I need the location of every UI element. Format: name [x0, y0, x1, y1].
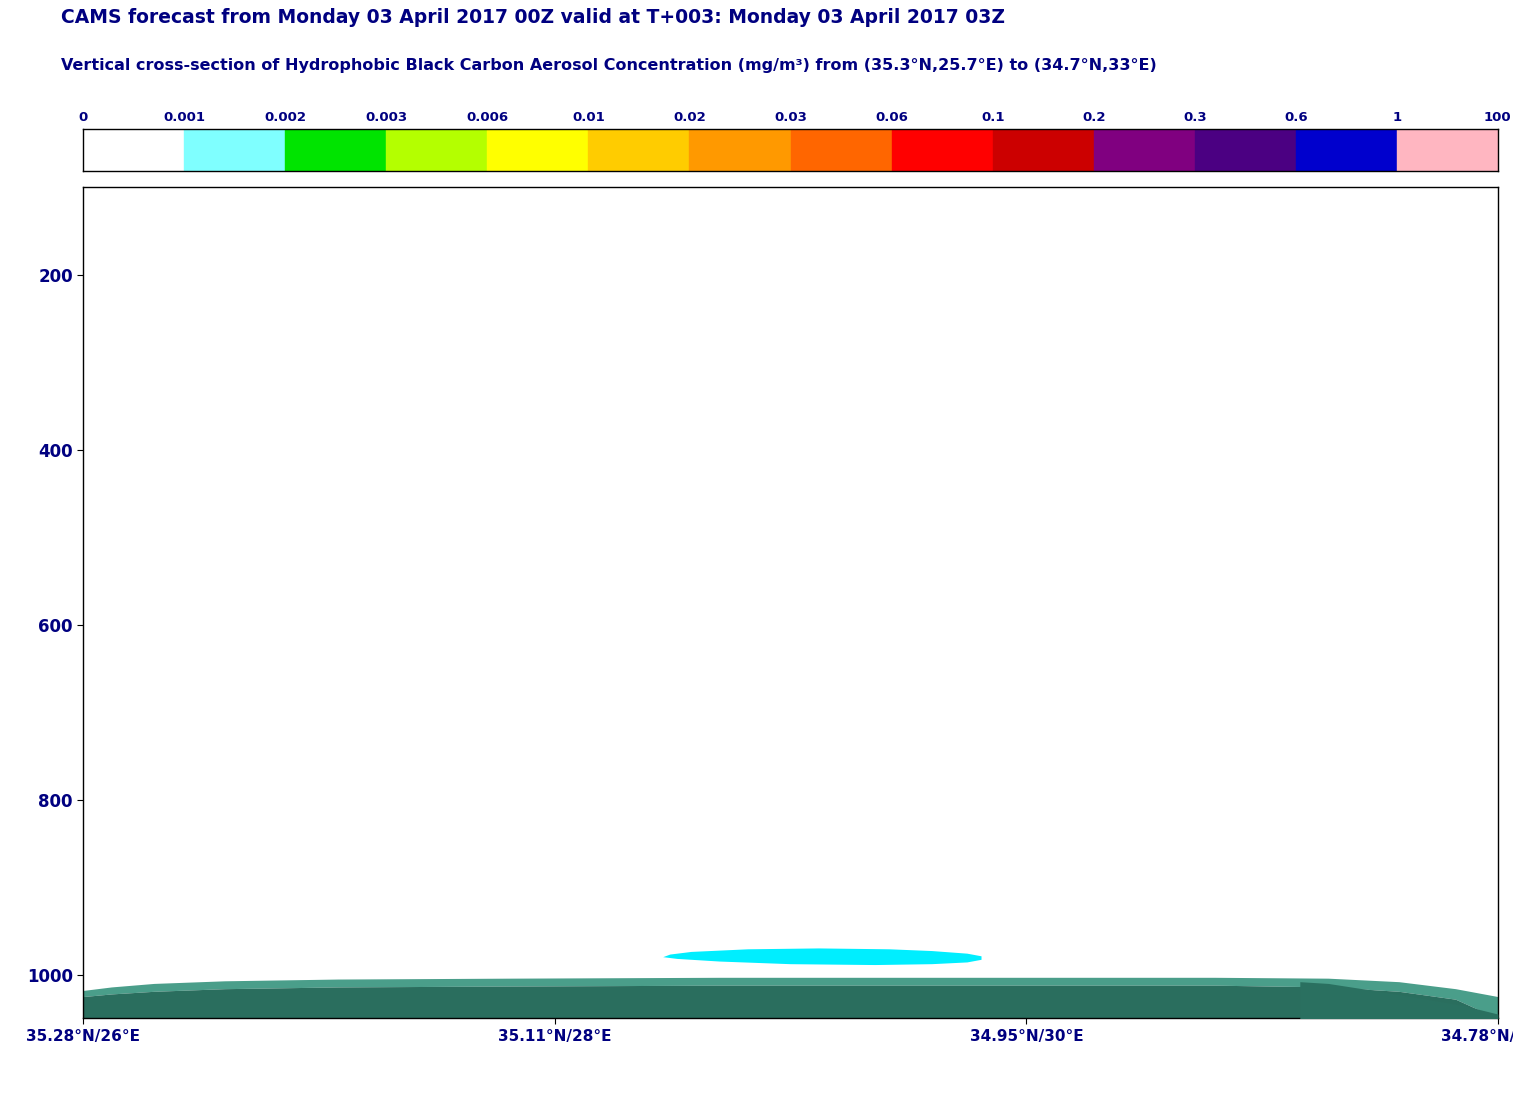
Text: 0.2: 0.2 [1082, 111, 1106, 124]
Text: 0: 0 [79, 111, 88, 124]
Text: 0.03: 0.03 [775, 111, 806, 124]
Text: CAMS forecast from Monday 03 April 2017 00Z valid at T+003: Monday 03 April 2017: CAMS forecast from Monday 03 April 2017 … [61, 9, 1005, 28]
Polygon shape [663, 948, 982, 966]
Text: 0.06: 0.06 [875, 111, 908, 124]
Text: 0.3: 0.3 [1183, 111, 1206, 124]
Text: 0.006: 0.006 [466, 111, 508, 124]
Text: 0.02: 0.02 [673, 111, 707, 124]
Text: 1: 1 [1392, 111, 1401, 124]
Text: Vertical cross-section of Hydrophobic Black Carbon Aerosol Concentration (mg/m³): Vertical cross-section of Hydrophobic Bl… [61, 57, 1156, 73]
Text: 0.6: 0.6 [1285, 111, 1307, 124]
Text: 100: 100 [1484, 111, 1511, 124]
Text: 0.001: 0.001 [163, 111, 206, 124]
Text: 0.1: 0.1 [980, 111, 1005, 124]
Text: 0.003: 0.003 [365, 111, 407, 124]
Text: 0.01: 0.01 [572, 111, 605, 124]
Text: 0.002: 0.002 [265, 111, 306, 124]
